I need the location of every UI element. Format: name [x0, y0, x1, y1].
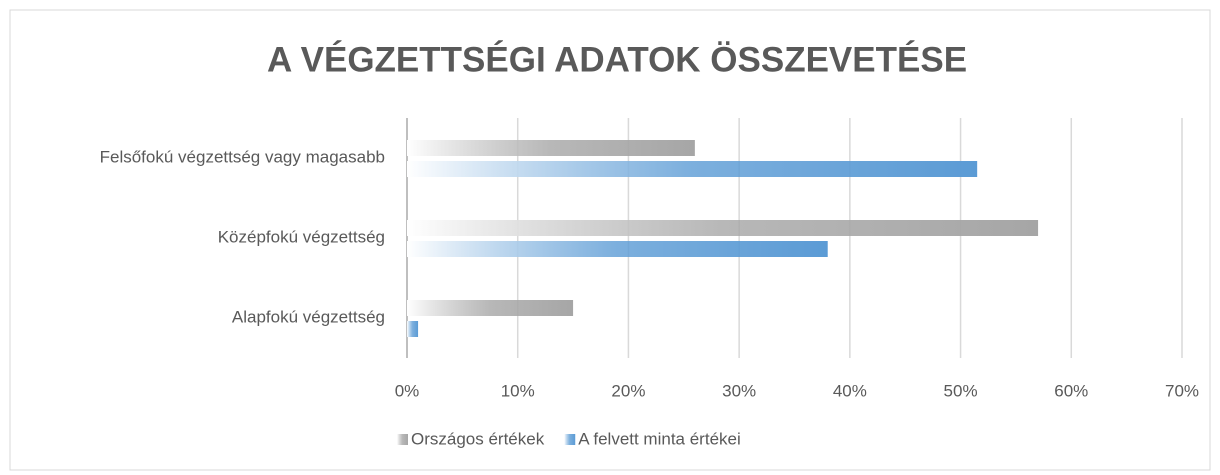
x-tick-label: 60% [1054, 381, 1088, 400]
x-tick-label: 10% [501, 381, 535, 400]
bar [407, 300, 574, 316]
legend-label: Országos értékek [411, 429, 545, 448]
legend-label: A felvett minta értékei [578, 429, 741, 448]
x-tick-label: 40% [833, 381, 867, 400]
x-tick-label: 20% [611, 381, 645, 400]
chart-title: A VÉGZETTSÉGI ADATOK ÖSSZEVETÉSE [267, 39, 967, 79]
y-tick-label: Alapfokú végzettség [232, 307, 385, 326]
bar [407, 241, 828, 257]
x-tick-label: 70% [1165, 381, 1199, 400]
y-tick-label: Felsőfokú végzettség vagy magasabb [100, 147, 385, 166]
bar [407, 220, 1039, 236]
x-tick-label: 30% [722, 381, 756, 400]
bar [407, 161, 978, 177]
x-tick-label: 50% [944, 381, 978, 400]
x-tick-label: 0% [395, 381, 420, 400]
bar [407, 140, 695, 156]
bar [407, 321, 419, 337]
y-tick-label: Középfokú végzettség [218, 227, 385, 246]
legend-marker [564, 434, 576, 445]
legend-marker [397, 434, 408, 445]
chart-border [9, 9, 1211, 471]
